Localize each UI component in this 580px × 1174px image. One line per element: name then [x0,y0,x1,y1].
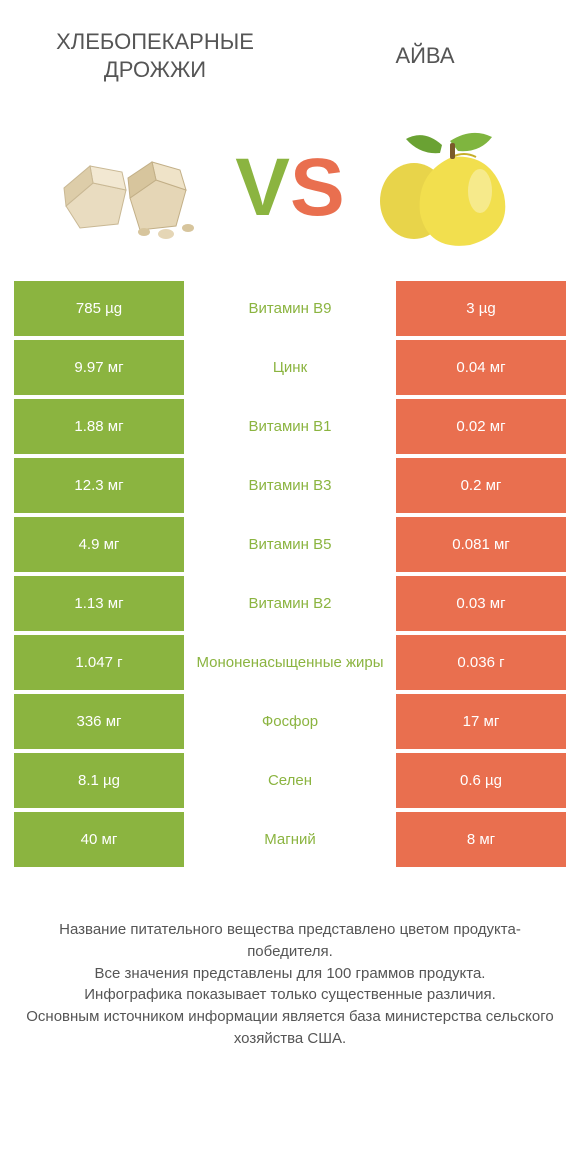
table-row: 40 мг Магний 8 мг [14,812,566,867]
left-product-title: ХЛЕБОПЕКАРНЫЕ ДРОЖЖИ [20,28,290,83]
left-value: 12.3 мг [14,458,184,513]
right-value: 0.02 мг [396,399,566,454]
nutrient-label: Фосфор [184,694,396,749]
nutrient-label: Витамин B3 [184,458,396,513]
footer-line: Все значения представлены для 100 граммо… [22,963,558,985]
header: ХЛЕБОПЕКАРНЫЕ ДРОЖЖИ АЙВА [0,0,580,93]
left-value: 1.047 г [14,635,184,690]
footer-notes: Название питательного вещества представл… [0,871,580,1050]
nutrient-label: Мононенасыщенные жиры [184,635,396,690]
table-row: 1.047 г Мононенасыщенные жиры 0.036 г [14,635,566,690]
nutrient-label: Витамин B5 [184,517,396,572]
right-value: 3 µg [396,281,566,336]
right-value: 0.2 мг [396,458,566,513]
nutrient-label: Витамин B2 [184,576,396,631]
nutrient-label: Селен [184,753,396,808]
table-row: 1.13 мг Витамин B2 0.03 мг [14,576,566,631]
left-value: 336 мг [14,694,184,749]
nutrient-label: Витамин B1 [184,399,396,454]
right-value: 0.6 µg [396,753,566,808]
footer-line: Инфографика показывает только существенн… [22,984,558,1006]
right-value: 17 мг [396,694,566,749]
table-row: 9.97 мг Цинк 0.04 мг [14,340,566,395]
vs-s: S [290,147,345,229]
footer-line: Название питательного вещества представл… [22,919,558,963]
right-value: 0.036 г [396,635,566,690]
vs-v: V [235,147,290,229]
left-value: 4.9 мг [14,517,184,572]
vs-label: VS [225,147,355,229]
table-row: 12.3 мг Витамин B3 0.2 мг [14,458,566,513]
nutrient-table: 785 µg Витамин B9 3 µg 9.97 мг Цинк 0.04… [0,281,580,867]
left-value: 40 мг [14,812,184,867]
table-row: 1.88 мг Витамин B1 0.02 мг [14,399,566,454]
nutrient-label: Витамин B9 [184,281,396,336]
table-row: 8.1 µg Селен 0.6 µg [14,753,566,808]
table-row: 336 мг Фосфор 17 мг [14,694,566,749]
nutrient-label: Цинк [184,340,396,395]
nutrient-label: Магний [184,812,396,867]
left-value: 9.97 мг [14,340,184,395]
right-value: 0.081 мг [396,517,566,572]
quince-image [367,123,532,253]
right-value: 8 мг [396,812,566,867]
yeast-image [48,123,213,253]
left-value: 1.88 мг [14,399,184,454]
table-row: 785 µg Витамин B9 3 µg [14,281,566,336]
images-row: VS [0,93,580,281]
right-value: 0.04 мг [396,340,566,395]
left-value: 1.13 мг [14,576,184,631]
right-value: 0.03 мг [396,576,566,631]
left-value: 785 µg [14,281,184,336]
left-value: 8.1 µg [14,753,184,808]
table-row: 4.9 мг Витамин B5 0.081 мг [14,517,566,572]
right-product-title: АЙВА [290,42,560,70]
footer-line: Основным источником информации является … [22,1006,558,1050]
